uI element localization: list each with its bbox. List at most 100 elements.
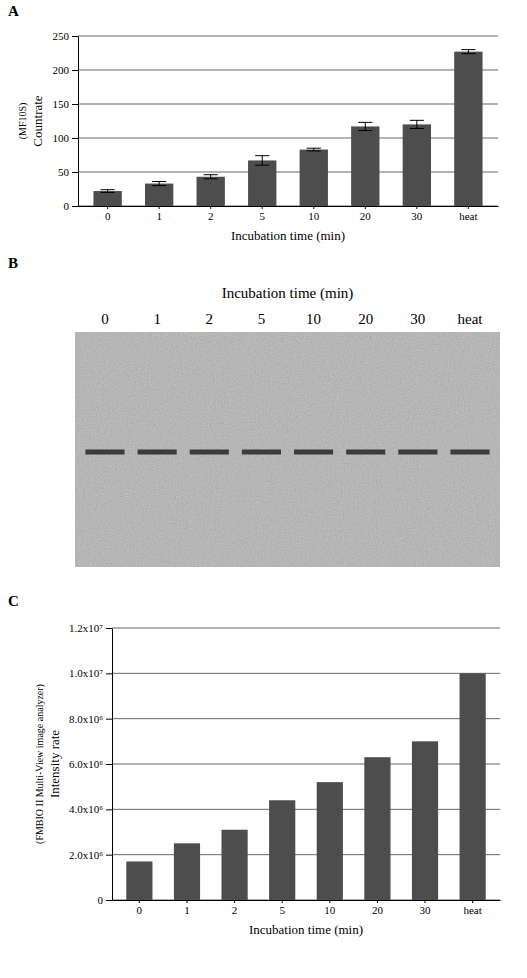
grid-line bbox=[78, 206, 498, 207]
bar bbox=[454, 52, 482, 206]
x-tick: 0 bbox=[137, 900, 143, 916]
bar bbox=[300, 150, 328, 206]
error-cap bbox=[307, 150, 321, 151]
bar bbox=[351, 126, 379, 206]
gel-band bbox=[398, 450, 437, 455]
tick-mark bbox=[313, 206, 314, 209]
error-bar bbox=[416, 120, 417, 128]
tick-mark bbox=[72, 138, 78, 139]
panel-label: A bbox=[8, 3, 19, 19]
y-axis-note: (FMBIO II Multi-View image analyzer) bbox=[34, 684, 46, 844]
x-tick: 10 bbox=[308, 206, 320, 222]
gel-band bbox=[242, 450, 281, 455]
tick-label: 20 bbox=[372, 904, 384, 916]
bar bbox=[174, 843, 200, 900]
grid-line bbox=[112, 673, 500, 674]
tick-label: 0 bbox=[105, 210, 111, 222]
y-tick: 100 bbox=[53, 132, 79, 144]
grid-line bbox=[78, 104, 498, 105]
panel: A0501001502002500125102030heatIncubation… bbox=[8, 3, 499, 243]
gel-texture bbox=[75, 332, 500, 567]
tick-mark bbox=[139, 900, 140, 903]
y-tick: 2.0x10⁶ bbox=[69, 849, 112, 861]
grid-line bbox=[112, 718, 500, 719]
marks bbox=[93, 50, 482, 206]
tick-label: 1.2x10⁷ bbox=[69, 622, 103, 634]
grid-line bbox=[78, 138, 498, 139]
bar bbox=[364, 757, 390, 900]
error-bar bbox=[210, 175, 211, 179]
gel-band bbox=[346, 450, 385, 455]
error-cap bbox=[255, 155, 269, 156]
gel-band bbox=[190, 450, 229, 455]
tick-label: 2 bbox=[232, 904, 238, 916]
lane-label: 30 bbox=[410, 311, 425, 327]
figure: A0501001502002500125102030heatIncubation… bbox=[0, 0, 527, 978]
tick-label: 250 bbox=[53, 30, 70, 42]
y-axis-title: Countrate bbox=[30, 95, 45, 146]
panel: BIncubation time (min)0125102030heat bbox=[8, 255, 500, 567]
tick-mark bbox=[377, 900, 378, 903]
error-cap bbox=[410, 128, 424, 129]
tick-mark bbox=[106, 809, 112, 810]
tick-mark bbox=[329, 900, 330, 903]
x-tick: heat bbox=[459, 206, 477, 222]
grid bbox=[78, 36, 498, 206]
error-cap bbox=[101, 192, 115, 193]
panel-label: B bbox=[8, 255, 18, 271]
tick-label: 200 bbox=[53, 64, 70, 76]
tick-label: 1.0x10⁷ bbox=[69, 667, 103, 679]
lane-label: heat bbox=[458, 311, 484, 327]
y-tick: 250 bbox=[53, 30, 79, 42]
bar bbox=[403, 124, 431, 206]
grid-line bbox=[112, 854, 500, 855]
gel-band bbox=[450, 450, 489, 455]
tick-mark bbox=[234, 900, 235, 903]
tick-label: 30 bbox=[411, 210, 423, 222]
grid-line bbox=[112, 809, 500, 810]
grid-line bbox=[112, 764, 500, 765]
tick-label: 0 bbox=[98, 894, 104, 906]
error-cap bbox=[204, 174, 218, 175]
bar bbox=[126, 861, 152, 900]
lane-label: 5 bbox=[258, 311, 266, 327]
y-tick: 150 bbox=[53, 98, 79, 110]
tick-mark bbox=[72, 36, 78, 37]
tick-label: 1 bbox=[184, 904, 190, 916]
x-axis-title: Incubation time (min) bbox=[249, 922, 363, 937]
tick-mark bbox=[365, 206, 366, 209]
tick-mark bbox=[106, 673, 112, 674]
marks bbox=[126, 673, 485, 900]
bar bbox=[460, 673, 486, 900]
x-tick: 2 bbox=[232, 900, 238, 916]
bar bbox=[412, 741, 438, 900]
y-axis: 02.0x10⁶4.0x10⁶6.0x10⁶8.0x10⁶1.0x10⁷1.2x… bbox=[69, 622, 113, 906]
x-tick: heat bbox=[463, 900, 481, 916]
bar bbox=[197, 177, 225, 206]
y-tick: 1.2x10⁷ bbox=[69, 622, 112, 634]
error-bars bbox=[101, 50, 476, 193]
x-axis: 0125102030heat bbox=[113, 900, 501, 916]
x-tick: 5 bbox=[259, 206, 265, 222]
x-tick: 10 bbox=[324, 900, 336, 916]
error-cap bbox=[101, 189, 115, 190]
y-tick: 4.0x10⁶ bbox=[69, 803, 112, 815]
y-tick: 8.0x10⁶ bbox=[69, 713, 112, 725]
lane-label: 20 bbox=[358, 311, 373, 327]
lane-label: 10 bbox=[306, 311, 321, 327]
x-tick: 2 bbox=[208, 206, 214, 222]
grid-line bbox=[78, 36, 498, 37]
grid-line bbox=[78, 70, 498, 71]
error-cap bbox=[358, 130, 372, 131]
tick-label: 4.0x10⁶ bbox=[69, 803, 103, 815]
tick-mark bbox=[106, 764, 112, 765]
tick-label: 5 bbox=[279, 904, 285, 916]
error-cap bbox=[461, 49, 475, 50]
error-bar bbox=[468, 50, 469, 54]
x-tick: 5 bbox=[279, 900, 285, 916]
x-tick: 1 bbox=[184, 900, 190, 916]
tick-mark bbox=[472, 900, 473, 903]
bar bbox=[221, 830, 247, 900]
y-axis: 050100150200250 bbox=[53, 30, 79, 212]
tick-mark bbox=[416, 206, 417, 209]
